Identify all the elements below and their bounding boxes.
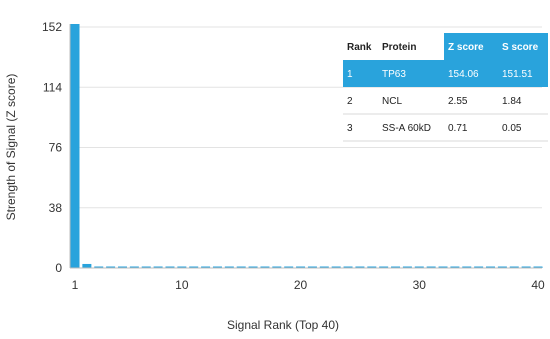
table-cell-r1-c3: 154.06 (448, 69, 479, 80)
bar-rank-27 (379, 266, 389, 268)
y-axis-title: Strength of Signal (Z score) (4, 74, 18, 221)
bar-rank-30 (414, 266, 424, 268)
bar-rank-24 (343, 266, 353, 268)
table-header-highlight-3 (498, 33, 548, 60)
table-header-protein: Protein (382, 42, 416, 53)
x-tick-label-1: 1 (72, 278, 79, 292)
bar-rank-6 (129, 266, 139, 268)
y-tick-labels: 0 38 76 114 152 (42, 20, 62, 275)
y-tick-label-76: 76 (49, 141, 63, 155)
bar-rank-31 (426, 266, 436, 268)
bar-rank-37 (497, 266, 507, 268)
bar-rank-25 (355, 266, 365, 268)
bar-rank-15 (236, 266, 246, 268)
bar-rank-29 (402, 266, 412, 268)
bar-rank-28 (391, 266, 401, 268)
table-cell-r3-c3: 0.71 (448, 123, 468, 134)
bar-rank-1 (70, 24, 80, 268)
bar-rank-21 (307, 266, 317, 268)
bar-rank-13 (212, 266, 222, 268)
bar-rank-8 (153, 266, 163, 268)
bar-rank-35 (474, 266, 484, 268)
table-header-highlight-2 (444, 33, 498, 60)
table-cell-r3-c4: 0.05 (502, 123, 522, 134)
x-tick-labels: 1 10 20 30 40 (72, 278, 545, 292)
bar-rank-32 (438, 266, 448, 268)
table-cell-r1-c2: TP63 (382, 69, 406, 80)
x-tick-label-10: 10 (175, 278, 189, 292)
y-tick-label-38: 38 (49, 201, 63, 215)
bar-rank-38 (509, 266, 519, 268)
y-tick-label-152: 152 (42, 20, 62, 34)
x-tick-label-30: 30 (413, 278, 427, 292)
table-row-highlight (343, 60, 548, 87)
bar-rank-20 (296, 266, 306, 268)
bar-rank-12 (201, 266, 211, 268)
bar-rank-7 (141, 266, 151, 268)
bar-rank-10 (177, 266, 187, 268)
table-cell-r2-c3: 2.55 (448, 96, 468, 107)
bar-rank-18 (272, 266, 282, 268)
table-cell-r1-c1: 1 (347, 69, 353, 80)
bar-rank-14 (224, 266, 234, 268)
bar-rank-39 (521, 266, 531, 268)
grid-lines (70, 26, 542, 209)
bar-rank-26 (367, 266, 377, 268)
bar-rank-22 (319, 266, 329, 268)
bars (70, 24, 543, 268)
bar-rank-36 (486, 266, 496, 268)
bar-rank-19 (284, 266, 294, 268)
table-cell-r3-c2: SS-A 60kD (382, 123, 431, 134)
table-cell-r1-c4: 151.51 (502, 69, 533, 80)
axes (69, 24, 542, 269)
bar-rank-33 (450, 266, 460, 268)
bar-rank-40 (533, 266, 543, 268)
table-cell-r3-c1: 3 (347, 123, 353, 134)
bar-rank-4 (106, 266, 116, 268)
bar-rank-5 (117, 266, 127, 268)
table-cell-r2-c1: 2 (347, 96, 353, 107)
x-axis-title: Signal Rank (Top 40) (227, 318, 339, 332)
table-cell-r2-c4: 1.84 (502, 96, 522, 107)
bar-rank-34 (462, 266, 472, 268)
bar-rank-23 (331, 266, 341, 268)
bar-rank-2 (82, 263, 92, 268)
table-header-z-score: Z score (448, 42, 484, 53)
x-tick-label-40: 40 (531, 278, 545, 292)
bar-rank-16 (248, 266, 258, 268)
x-tick-label-20: 20 (294, 278, 308, 292)
y-tick-label-114: 114 (43, 80, 62, 94)
bar-rank-11 (189, 266, 199, 268)
table-cell-r2-c2: NCL (382, 96, 402, 107)
table-header-s-score: S score (502, 42, 539, 53)
bar-rank-9 (165, 266, 175, 268)
top-signals-table: Rank Protein Z score S score 1 TP63 154.06 151.… (343, 33, 548, 142)
y-tick-label-0: 0 (55, 261, 62, 275)
bar-rank-3 (94, 266, 104, 268)
bar-rank-17 (260, 266, 270, 268)
table-header-rank: Rank (347, 42, 372, 53)
